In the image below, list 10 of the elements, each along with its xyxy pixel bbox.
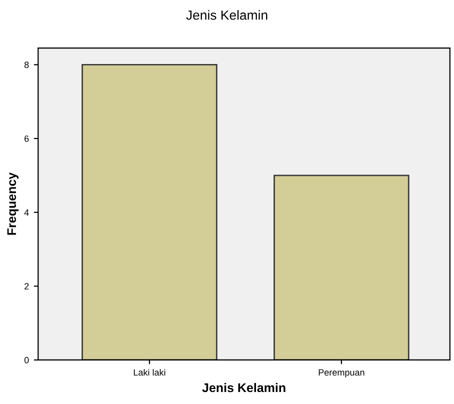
chart-title: Jenis Kelamin	[186, 10, 268, 20]
x-tick-label: Laki laki	[134, 368, 166, 376]
y-tick-label: 2	[24, 283, 29, 290]
x-tick-label: Perempuan	[318, 369, 364, 378]
y-tick-label: 8	[24, 62, 29, 68]
y-tick-label: 0	[24, 356, 29, 364]
y-axis-title: Frequency	[7, 172, 19, 235]
y-tick-label: 4	[24, 209, 29, 216]
y-tick-label: 6	[24, 135, 29, 142]
x-axis-title: Jenis Kelamin	[202, 382, 286, 392]
